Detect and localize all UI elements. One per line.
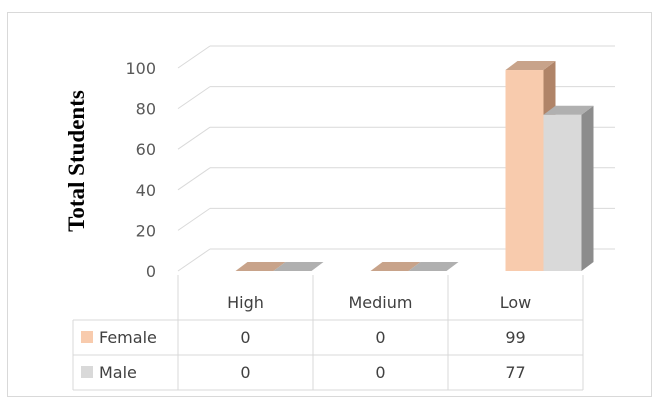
bar-side — [581, 105, 594, 271]
legend-key — [81, 331, 93, 343]
bar-top — [370, 262, 421, 271]
bar-top — [235, 262, 286, 271]
chart-frame: 0 20 40 60 80 100 High Medium Low Female 0 0 99 Male… — [7, 12, 652, 397]
category-label: Medium — [349, 293, 413, 312]
gridline-diag — [177, 167, 211, 191]
bar-front — [505, 70, 544, 271]
data-label: 0 — [240, 328, 250, 347]
y-tick-label: 100 — [125, 59, 156, 78]
data-table: High Medium Low Female 0 0 99 Male 0 0 77 — [72, 275, 584, 391]
gridline-diag — [177, 86, 211, 110]
bar-top — [543, 105, 594, 115]
series-label: Male — [99, 363, 137, 382]
gridline-diag — [177, 248, 211, 272]
bar-front — [543, 114, 582, 271]
data-label: 0 — [375, 363, 385, 382]
y-tick-label: 80 — [136, 100, 156, 119]
y-tick-label: 20 — [136, 221, 156, 240]
data-label: 99 — [505, 328, 525, 347]
bar-top — [505, 61, 556, 71]
y-tick-label: 40 — [136, 181, 156, 200]
y-axis: 0 20 40 60 80 100 — [125, 59, 156, 281]
data-label: 0 — [240, 363, 250, 382]
data-label: 77 — [505, 363, 525, 382]
series-label: Female — [99, 328, 157, 347]
bars — [235, 61, 594, 271]
gridline-diag — [177, 45, 211, 69]
data-label: 0 — [375, 328, 385, 347]
bar-top — [273, 262, 324, 271]
category-label: High — [227, 293, 264, 312]
y-tick-label: 60 — [136, 140, 156, 159]
y-tick-label: 0 — [146, 262, 156, 281]
gridline-diag — [177, 126, 211, 150]
legend-key — [81, 366, 93, 378]
gridline-diag — [177, 207, 211, 231]
category-label: Low — [500, 293, 532, 312]
chart-svg: 0 20 40 60 80 100 High Medium Low Female 0 0 99 Male… — [64, 45, 615, 391]
bar-top — [408, 262, 459, 271]
y-axis-title: Total Students — [64, 90, 89, 232]
